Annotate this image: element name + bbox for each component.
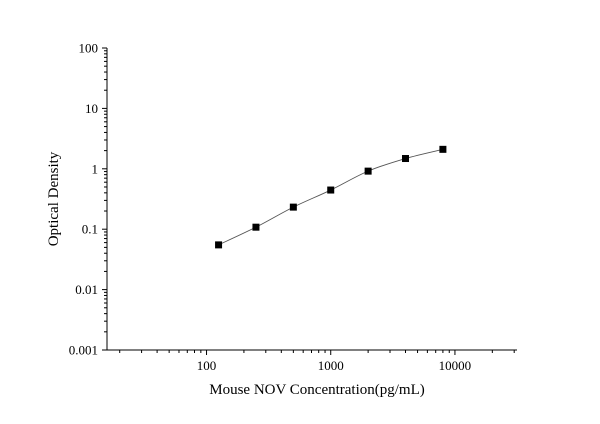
data-point [327, 186, 335, 194]
data-point [252, 223, 260, 231]
y-tick-label: 0.01 [75, 282, 98, 297]
y-tick-label: 1 [92, 161, 99, 176]
y-tick-label: 0.001 [69, 343, 98, 358]
x-axis-title: Mouse NOV Concentration(pg/mL) [209, 382, 425, 398]
y-tick-label: 100 [79, 41, 99, 56]
y-tick-label: 0.1 [82, 222, 98, 237]
data-points [215, 145, 447, 249]
y-axis-title: Optical Density [46, 151, 62, 246]
data-point [402, 155, 410, 163]
x-tick-label: 10000 [439, 358, 472, 373]
data-point [289, 203, 297, 211]
data-point [215, 241, 223, 249]
data-point [439, 145, 447, 153]
fit-curve [218, 148, 444, 246]
axes [106, 48, 517, 351]
y-tick-label: 10 [85, 101, 98, 116]
x-tick-label: 100 [197, 358, 217, 373]
fit-curve-layer [218, 148, 444, 246]
x-tick-label: 1000 [318, 358, 344, 373]
data-point [364, 167, 372, 175]
ticks: 100 10 1 0.1 0.01 0.001 100 1000 10000 [69, 41, 515, 373]
